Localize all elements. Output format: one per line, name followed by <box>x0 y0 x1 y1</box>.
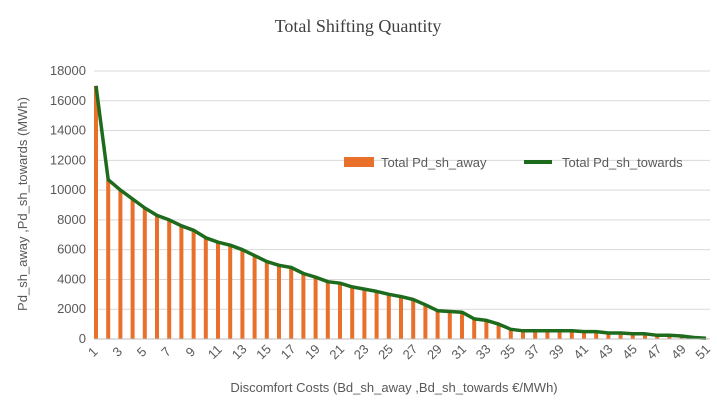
y-tick-label: 2000 <box>57 301 86 316</box>
bar <box>142 207 147 339</box>
legend-label-line: Total Pd_sh_towards <box>562 155 683 170</box>
y-tick-label: 12000 <box>50 152 86 167</box>
bar <box>240 249 245 339</box>
legend: Total Pd_sh_away Total Pd_sh_towards <box>344 155 683 170</box>
bar <box>521 330 525 339</box>
y-axis-label: Pd_sh_away ,Pd_sh_towards (MWh) <box>15 97 30 311</box>
x-tick-label: 5 <box>134 344 150 360</box>
bar <box>106 179 111 339</box>
y-tick-label: 16000 <box>50 93 86 108</box>
x-tick-label: 35 <box>497 341 518 362</box>
bar <box>655 335 660 339</box>
bar <box>228 245 233 339</box>
x-tick-label: 49 <box>668 341 689 362</box>
bar <box>252 255 257 339</box>
bar <box>130 199 135 339</box>
bar <box>533 330 538 339</box>
bar <box>618 333 623 339</box>
x-tick-label: 39 <box>546 341 567 362</box>
bar <box>435 310 440 339</box>
bar <box>179 225 184 339</box>
bar <box>630 333 635 339</box>
x-tick-label: 17 <box>278 341 299 362</box>
bar <box>643 333 647 339</box>
bar <box>301 273 306 339</box>
bar <box>362 289 367 339</box>
x-tick-label: 27 <box>400 341 421 362</box>
bar-series <box>94 85 708 339</box>
x-tick-label: 47 <box>644 341 665 362</box>
x-tick-label: 9 <box>183 344 199 360</box>
line-series <box>94 85 707 341</box>
x-tick-label: 15 <box>253 341 274 362</box>
bar <box>557 330 562 339</box>
bar <box>191 230 196 339</box>
bar <box>484 320 489 339</box>
y-tick-label: 8000 <box>57 212 86 227</box>
y-tick-label: 10000 <box>50 182 86 197</box>
y-tick-label: 4000 <box>57 271 86 286</box>
legend-swatch-bars <box>344 157 374 167</box>
x-tick-label: 19 <box>302 341 323 362</box>
bar <box>569 330 574 339</box>
legend-label-bars: Total Pd_sh_away <box>381 155 487 170</box>
bar <box>203 237 208 339</box>
bar <box>374 291 379 339</box>
x-tick-label: 1 <box>85 344 101 360</box>
bar <box>350 286 355 339</box>
bar <box>155 215 159 339</box>
x-tick-label: 13 <box>229 341 250 362</box>
bar <box>582 331 586 339</box>
bar <box>460 312 464 339</box>
bar <box>118 190 123 339</box>
bar <box>545 330 550 339</box>
y-tick-label: 18000 <box>50 63 86 78</box>
bar <box>496 324 501 339</box>
bar <box>472 318 477 339</box>
bar <box>399 296 403 339</box>
x-axis-ticks: 1 3 5 7 9 11 13 15 17 19 21 23 25 27 29 31 33 35 37 39 41 43 4… <box>85 341 713 362</box>
gridlines <box>94 70 710 310</box>
bar <box>325 281 330 339</box>
bar <box>386 294 391 339</box>
bar <box>606 333 611 339</box>
y-tick-label: 0 <box>79 331 86 346</box>
bar <box>277 265 281 339</box>
bar <box>313 277 318 339</box>
chart-title: Total Shifting Quantity <box>275 16 442 36</box>
x-tick-label: 33 <box>473 341 494 362</box>
x-tick-label: 23 <box>351 341 372 362</box>
x-tick-label: 43 <box>595 341 616 362</box>
x-tick-label: 21 <box>326 341 347 362</box>
x-tick-label: 25 <box>375 341 396 362</box>
bar <box>411 299 416 339</box>
x-tick-label: 7 <box>158 344 174 360</box>
x-tick-label: 11 <box>205 342 225 362</box>
bar <box>508 329 513 339</box>
x-tick-label: 41 <box>570 341 591 362</box>
x-axis-label: Discomfort Costs (Bd_sh_away ,Bd_sh_towa… <box>230 380 557 395</box>
bar <box>594 331 599 339</box>
bar <box>289 267 294 339</box>
x-tick-label: 3 <box>109 344 125 360</box>
bar <box>264 261 269 339</box>
bar <box>94 85 98 339</box>
y-axis-ticks: 0 2000 4000 6000 8000 10000 12000 14000 16000 180… <box>50 63 86 346</box>
y-tick-label: 14000 <box>50 123 86 138</box>
bar <box>167 219 172 339</box>
series-line <box>94 85 707 341</box>
x-tick-label: 29 <box>424 341 445 362</box>
bar <box>338 283 342 339</box>
x-tick-label: 37 <box>522 341 543 362</box>
x-tick-label: 45 <box>619 341 640 362</box>
bar <box>447 311 452 339</box>
y-tick-label: 6000 <box>57 242 86 257</box>
bar <box>216 242 220 339</box>
x-tick-label: 51 <box>692 341 713 362</box>
bar <box>667 335 672 339</box>
bar <box>423 304 428 339</box>
x-tick-label: 31 <box>448 341 469 362</box>
